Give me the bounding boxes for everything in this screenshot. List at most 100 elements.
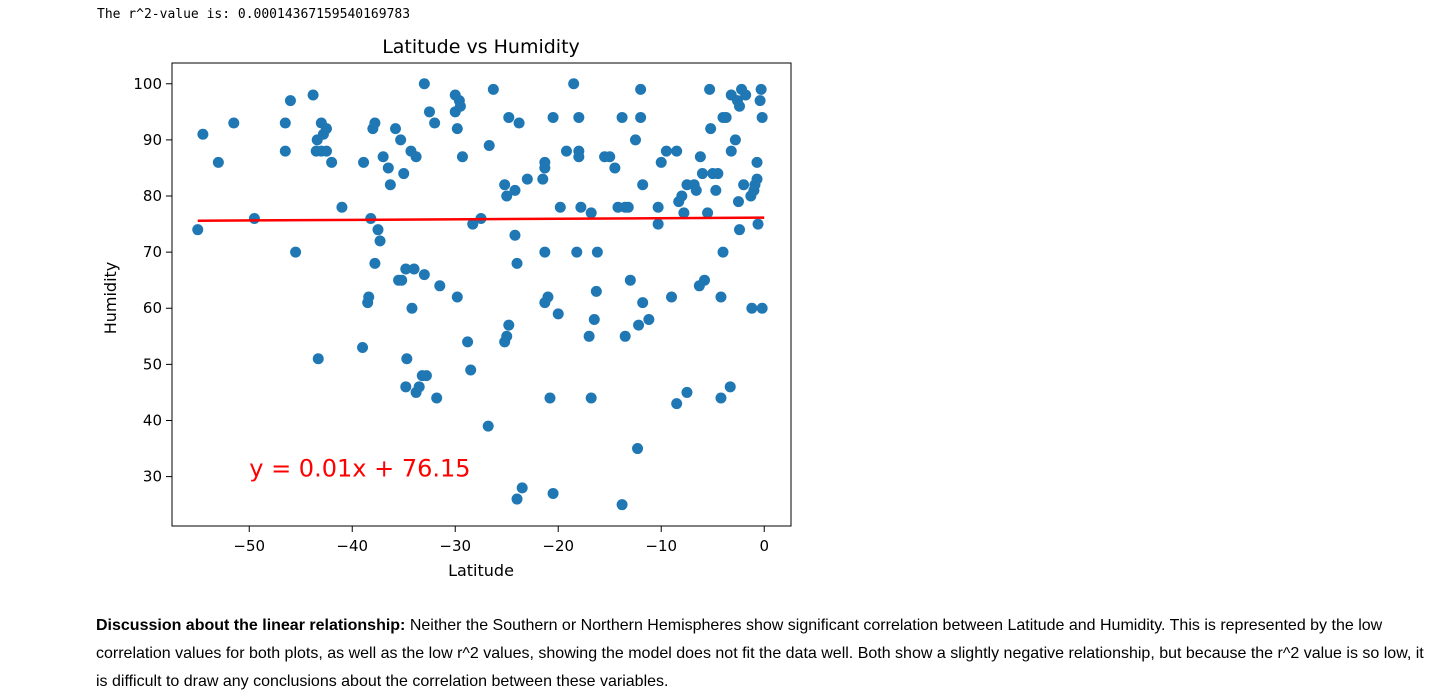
scatter-point: [465, 364, 477, 376]
scatter-point: [710, 184, 722, 196]
y-tick-label: 70: [143, 243, 162, 261]
discussion-label: Discussion about the linear relationship…: [96, 617, 406, 634]
scatter-point: [725, 145, 737, 157]
latitude-humidity-chart: Latitude vs Humidity −50 −40 −30 −20 −10 0 30…: [101, 36, 792, 580]
scatter-point: [575, 201, 587, 213]
scatter-point: [751, 173, 763, 185]
scatter-point: [681, 386, 693, 398]
scatter-point: [420, 370, 432, 382]
scatter-point: [248, 212, 260, 224]
scatter-point: [554, 201, 566, 213]
discussion-body: Neither the Southern or Northern Hemisph…: [96, 617, 1424, 690]
scatter-point: [591, 246, 603, 258]
scatter-point: [637, 297, 649, 309]
scatter-point: [418, 269, 430, 281]
scatter-point: [633, 319, 645, 331]
scatter-point: [320, 145, 332, 157]
scatter-point: [358, 156, 370, 168]
scatter-point: [705, 123, 717, 135]
scatter-point: [619, 330, 631, 342]
scatter-point: [585, 207, 597, 219]
scatter-point: [389, 123, 401, 135]
scatter-point: [501, 190, 513, 202]
scatter-point: [228, 117, 240, 129]
scatter-point: [588, 313, 600, 325]
scatter-point: [590, 285, 602, 297]
scatter-point: [396, 274, 408, 286]
scatter-point: [467, 218, 479, 230]
scatter-point: [482, 420, 494, 432]
scatter-point: [192, 224, 204, 236]
y-tick-label: 30: [143, 468, 162, 486]
scatter-point: [720, 111, 732, 123]
scatter-point: [740, 89, 752, 101]
scatter-point: [655, 156, 667, 168]
y-axis-label: Humidity: [101, 262, 120, 335]
scatter-point: [395, 134, 407, 146]
scatter-point: [509, 229, 521, 241]
scatter-point: [369, 117, 381, 129]
scatter-point: [573, 111, 585, 123]
scatter-point: [418, 78, 430, 90]
scatter-point: [637, 179, 649, 191]
discussion-paragraph: Discussion about the linear relationship…: [96, 612, 1436, 696]
y-axis: 30 40 50 60 70 80 90 100: [133, 75, 172, 486]
scatter-point: [544, 392, 556, 404]
scatter-point: [429, 117, 441, 129]
scatter-point: [717, 246, 729, 258]
x-tick-label: −20: [542, 537, 574, 555]
scatter-point: [408, 263, 420, 275]
scatter-point: [377, 151, 389, 163]
scatter-point: [547, 487, 559, 499]
chart-title: Latitude vs Humidity: [382, 36, 580, 58]
scatter-point: [374, 235, 386, 247]
scatter-point: [676, 190, 688, 202]
scatter-points: [192, 78, 768, 511]
scatter-point: [547, 111, 559, 123]
scatter-point: [734, 224, 746, 236]
scatter-point: [609, 162, 621, 174]
x-axis: −50 −40 −30 −20 −10 0: [233, 526, 769, 555]
scatter-point: [413, 381, 425, 393]
plot-area-frame: [171, 62, 792, 527]
scatter-point: [752, 218, 764, 230]
scatter-point: [357, 342, 369, 354]
scatter-point: [451, 291, 463, 303]
scatter-point: [571, 246, 583, 258]
scatter-point: [583, 330, 595, 342]
r2-output-text: The r^2-value is: 0.00014367159540169783: [97, 7, 411, 22]
scatter-point: [406, 302, 418, 314]
scatter-point: [400, 381, 412, 393]
scatter-point: [537, 173, 549, 185]
regression-layer: [197, 216, 765, 222]
scatter-point: [652, 201, 664, 213]
scatter-point: [671, 145, 683, 157]
scatter-point: [696, 168, 708, 180]
scatter-point: [755, 83, 767, 95]
scatter-point: [279, 145, 291, 157]
scatter-point: [632, 443, 644, 455]
scatter-point: [401, 353, 413, 365]
scatter-point: [336, 201, 348, 213]
scatter-point: [622, 201, 634, 213]
scatter-point: [746, 302, 758, 314]
scatter-point: [431, 392, 443, 404]
scatter-point: [712, 168, 724, 180]
scatter-point: [629, 134, 641, 146]
scatter-point: [690, 184, 702, 196]
scatter-point: [307, 89, 319, 101]
scatter-point: [487, 83, 499, 95]
x-tick-label: 0: [759, 537, 769, 555]
scatter-point: [754, 95, 766, 107]
scatter-point: [542, 291, 554, 303]
x-tick-label: −30: [439, 537, 471, 555]
scatter-point: [279, 117, 291, 129]
scatter-point: [320, 123, 332, 135]
scatter-point: [454, 100, 466, 112]
scatter-point: [616, 111, 628, 123]
scatter-point: [635, 83, 647, 95]
scatter-point: [372, 224, 384, 236]
scatter-point: [511, 493, 523, 505]
scatter-point: [724, 381, 736, 393]
scatter-point: [678, 207, 690, 219]
